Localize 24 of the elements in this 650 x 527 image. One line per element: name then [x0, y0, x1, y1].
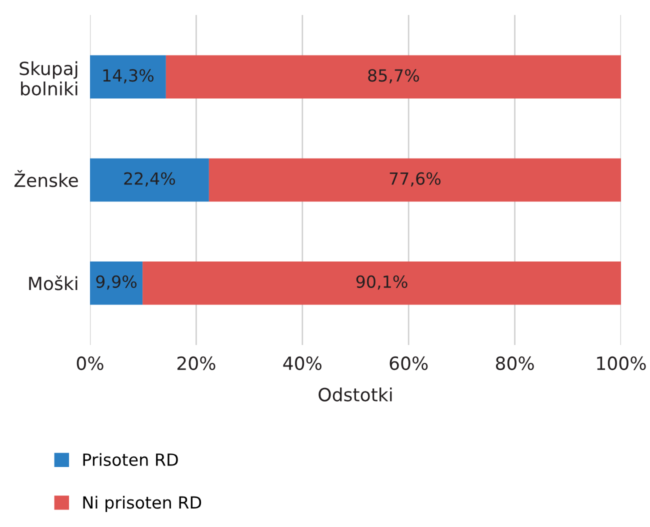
x-tick-label: 80%: [496, 356, 534, 370]
x-axis-title: Odstotki: [318, 387, 392, 402]
data-label: 85,7%: [368, 69, 420, 84]
legend-label: Prisoten RD: [83, 453, 178, 466]
x-tick-label: 20%: [177, 356, 216, 370]
bar: [166, 55, 621, 99]
y-tick-label: Skupaj bolniki: [20, 61, 78, 96]
x-tick-label: 100%: [597, 356, 646, 370]
data-label: 22,4%: [124, 172, 176, 187]
y-tick-label: Ženske: [14, 170, 78, 188]
bar: [90, 261, 143, 305]
data-label: 90,1%: [356, 275, 408, 290]
data-label: 77,6%: [390, 172, 441, 187]
bar: [90, 158, 209, 202]
x-tick-label: 0%: [76, 356, 104, 370]
x-tick-label: 40%: [283, 356, 322, 370]
legend-label: Ni prisoten RD: [83, 496, 202, 512]
bar: [142, 261, 621, 305]
bar: [208, 158, 621, 202]
data-label: 14,3%: [103, 69, 154, 84]
data-label: 9,9%: [96, 275, 137, 290]
x-tick-label: 60%: [390, 356, 428, 370]
bar: [90, 55, 166, 99]
y-tick-label: Moški: [29, 276, 78, 290]
